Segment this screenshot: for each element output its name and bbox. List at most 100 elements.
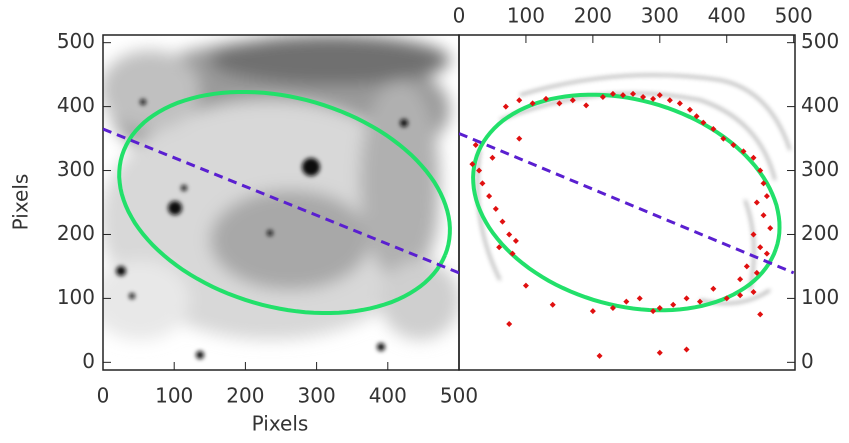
y-tick-label: 0 — [82, 349, 95, 373]
point — [609, 90, 616, 97]
point — [636, 295, 643, 302]
point — [750, 289, 757, 296]
point — [599, 94, 606, 101]
point — [737, 276, 744, 283]
point — [506, 231, 513, 238]
x-axis-label: Pixels — [252, 412, 309, 436]
axis-line — [459, 132, 795, 275]
point — [737, 292, 744, 299]
point — [723, 295, 730, 302]
x-tick-label: 200 — [574, 4, 612, 28]
point — [683, 346, 690, 353]
point — [623, 298, 630, 305]
x-tick-label: 200 — [226, 384, 264, 408]
y-tick-label: 100 — [57, 285, 95, 309]
y-tick-label: 400 — [801, 93, 839, 117]
point — [666, 97, 673, 104]
x-tick-label: 0 — [453, 4, 466, 28]
point — [730, 141, 737, 148]
x-tick-label: 500 — [775, 4, 813, 28]
fit-ellipse — [117, 90, 452, 315]
y-tick-label: 500 — [801, 29, 839, 53]
point — [763, 250, 770, 257]
x-tick-label: 0 — [97, 384, 110, 408]
point — [760, 212, 767, 219]
point — [650, 308, 657, 315]
point — [753, 269, 760, 276]
axis-line — [103, 127, 459, 275]
point — [696, 298, 703, 305]
y-tick-label: 300 — [57, 157, 95, 181]
point — [502, 103, 509, 110]
point — [760, 180, 767, 187]
point — [693, 113, 700, 120]
y-tick-label: 0 — [801, 349, 814, 373]
fit-ellipse — [471, 92, 782, 313]
point — [640, 94, 647, 101]
x-tick-label: 300 — [641, 4, 679, 28]
point — [656, 349, 663, 356]
x-tick-label: 400 — [369, 384, 407, 408]
x-tick-label: 300 — [298, 384, 336, 408]
x-tick-label: 500 — [440, 384, 478, 408]
overlay — [459, 90, 795, 359]
point — [710, 125, 717, 132]
point — [619, 92, 626, 99]
point — [763, 193, 770, 200]
point — [757, 167, 764, 174]
point — [743, 263, 750, 270]
point — [516, 135, 523, 142]
overlay — [103, 90, 459, 315]
point — [479, 180, 486, 187]
point — [499, 218, 506, 225]
point — [556, 100, 563, 107]
point — [516, 97, 523, 104]
point — [700, 119, 707, 126]
point — [670, 301, 677, 308]
y-tick-label: 200 — [801, 221, 839, 245]
point — [710, 285, 717, 292]
point — [543, 95, 550, 102]
point — [656, 92, 663, 99]
point — [522, 282, 529, 289]
x-tick-label: 100 — [155, 384, 193, 408]
y-tick-label: 300 — [801, 157, 839, 181]
y-axis-label: Pixels — [9, 174, 33, 231]
point — [609, 304, 616, 311]
y-tick-label: 200 — [57, 221, 95, 245]
point — [753, 199, 760, 206]
point — [720, 135, 727, 142]
x-tick-label: 100 — [507, 4, 545, 28]
point — [489, 154, 496, 161]
point — [750, 154, 757, 161]
point — [650, 95, 657, 102]
point — [676, 100, 683, 107]
point — [740, 148, 747, 155]
point — [750, 231, 757, 238]
y-tick-label: 100 — [801, 285, 839, 309]
point — [472, 141, 479, 148]
point — [656, 304, 663, 311]
point — [509, 250, 516, 257]
point — [569, 97, 576, 104]
y-tick-label: 400 — [57, 93, 95, 117]
point — [529, 100, 536, 107]
point — [583, 102, 590, 109]
x-tick-label: 400 — [708, 4, 746, 28]
point — [683, 295, 690, 302]
point — [492, 205, 499, 212]
point — [512, 237, 519, 244]
point — [549, 301, 556, 308]
left-image — [103, 35, 459, 370]
right-frame — [458, 34, 796, 371]
point — [757, 244, 764, 251]
point — [589, 308, 596, 315]
y-tick-label: 500 — [57, 29, 95, 53]
point — [757, 311, 764, 318]
point — [469, 161, 476, 168]
point — [506, 320, 513, 327]
point — [686, 106, 693, 113]
point — [596, 352, 603, 359]
point — [486, 193, 493, 200]
